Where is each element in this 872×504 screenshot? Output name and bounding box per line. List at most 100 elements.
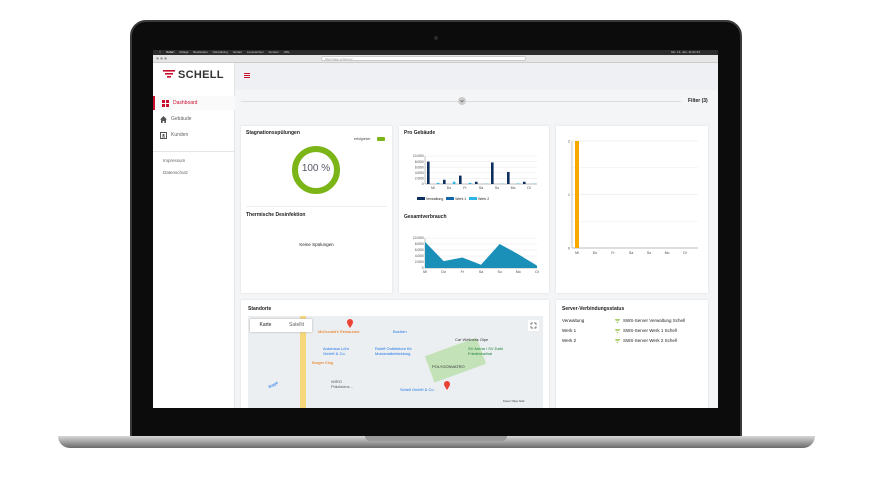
map-label: Car Wellness Olpe xyxy=(455,337,489,342)
bar xyxy=(452,181,456,184)
card-title: Stagnationsspülungen xyxy=(246,130,300,136)
divider xyxy=(246,206,387,207)
y-tick-label: 2.000l xyxy=(415,177,424,181)
server-row-name: Verwaltung xyxy=(562,318,585,323)
tab-satellit[interactable]: Satellit xyxy=(288,322,304,328)
screen:  Safari Ablage Bearbeiten Darstellung V… xyxy=(153,50,718,408)
map-label: McDonald's Restaurant xyxy=(318,329,360,334)
card-consumption: Pro Gebäude 0 2.000l 4.000l 6.000l 8.000l 10.… xyxy=(399,126,549,293)
chart-legend: Verwaltung Werk 1 Werk 2 xyxy=(417,197,489,201)
menu-item[interactable]: Lesezeichen xyxy=(243,50,264,54)
browser-toolbar: https://app.schell.eu/ xyxy=(153,55,718,63)
map-label: SV Arena / SV Dahl Friedrichsthal xyxy=(468,346,503,356)
x-tick-label: Di xyxy=(683,251,687,255)
y-tick-label: 1 xyxy=(568,193,570,197)
x-tick-label: Mi xyxy=(431,186,435,190)
home-icon xyxy=(160,116,167,123)
bar xyxy=(468,182,472,184)
server-row-status: SWS-Server Werk 1 Schell xyxy=(623,328,677,333)
y-tick-label: 8.000l xyxy=(415,242,424,246)
x-tick-label: Fr xyxy=(611,251,615,255)
dashboard-icon xyxy=(162,100,169,107)
card-standorte: Standorte Karte Satellit McDonald's Rest… xyxy=(241,300,549,408)
server-row-status: SWS-Server Verwaltung Schell xyxy=(623,318,686,323)
sidebar-item-gebaeude[interactable]: Gebäude xyxy=(153,112,235,126)
x-tick-label: Do xyxy=(447,186,452,190)
bar xyxy=(427,161,430,184)
map-type-toggle: Karte Satellit xyxy=(250,319,312,332)
x-tick-label: So xyxy=(495,186,499,190)
donut-value: 100 % xyxy=(301,163,331,174)
y-tick-label: 2 xyxy=(568,139,570,143)
apple-icon[interactable]:  xyxy=(159,50,161,54)
laptop-notch xyxy=(365,436,507,441)
bar-chart-flushes: 0 1 2 Mi Do Fr Sa So Mo Di xyxy=(568,139,698,255)
map-label: Roleff Outletstore für Motorradbekleidun… xyxy=(375,346,412,356)
map-pin-icon[interactable] xyxy=(444,381,450,390)
divider xyxy=(153,151,235,152)
card-stagnation: Stagnationsspülungen erfolgreich 100 % T… xyxy=(241,126,392,293)
map-label: WIRO Präzisions... xyxy=(331,379,353,389)
url-bar[interactable]: https://app.schell.eu/ xyxy=(321,56,526,61)
y-tick-label: 4.000l xyxy=(415,171,424,175)
y-tick-label: 6.000l xyxy=(415,248,424,252)
y-tick-label: 2.000l xyxy=(415,260,424,264)
link-impressum[interactable]: Impressum xyxy=(163,158,186,163)
x-tick-label: Do xyxy=(441,270,446,274)
window-controls[interactable] xyxy=(156,57,168,60)
sidebar-item-dashboard[interactable]: Dashboard xyxy=(153,96,235,110)
clock: Mo. 14. Jan. 11:01:44 xyxy=(671,50,700,54)
map-pin-icon[interactable] xyxy=(347,319,353,328)
bar xyxy=(491,162,494,184)
y-tick-label: 0 xyxy=(422,182,424,186)
server-row-status: SWS-Server Werk 2 Schell xyxy=(623,338,677,343)
server-row-name: Werk 1 xyxy=(562,328,577,333)
x-tick-label: Do xyxy=(593,251,598,255)
x-tick-label: So xyxy=(498,270,502,274)
link-datenschutz[interactable]: Datenschutz xyxy=(163,170,189,175)
tab-karte[interactable]: Karte xyxy=(259,322,272,328)
legend-label: erfolgreich xyxy=(354,137,371,141)
menu-item[interactable]: Ablage xyxy=(176,50,188,54)
fullscreen-icon[interactable] xyxy=(528,320,539,331)
menu-item[interactable]: Darstellung xyxy=(209,50,228,54)
y-tick-label: 4.000l xyxy=(415,254,424,258)
menu-item[interactable]: Safari xyxy=(163,50,174,54)
menu-item[interactable]: Fenster xyxy=(265,50,279,54)
legend-swatch xyxy=(377,137,385,141)
x-tick-label: Mo xyxy=(516,270,521,274)
legend-swatch xyxy=(417,197,425,200)
card-title: Thermische Desinfektion xyxy=(246,212,306,218)
x-tick-label: Mi xyxy=(575,251,579,255)
card-title: Standorte xyxy=(248,306,272,312)
y-tick-label: 0 xyxy=(568,246,570,250)
x-tick-label: Fr xyxy=(463,186,467,190)
area-chart-gesamtverbrauch: 0 2.000l 4.000l 6.000l 8.000l 10.000l Mi Do Fr Sa… xyxy=(413,236,539,274)
camera xyxy=(434,36,438,40)
filter-toggle[interactable]: Filter (3) xyxy=(688,98,708,104)
bar xyxy=(516,183,520,184)
x-tick-label: So xyxy=(647,251,651,255)
contact-card-icon xyxy=(160,132,167,139)
menu-item[interactable]: Verlauf xyxy=(229,50,242,54)
schell-logo[interactable]: SCHELL xyxy=(163,69,224,81)
donut-chart xyxy=(292,146,340,194)
hamburger-menu-icon[interactable] xyxy=(244,73,250,78)
x-tick-label: Mo xyxy=(511,186,516,190)
chevron-down-icon[interactable] xyxy=(458,97,466,105)
x-tick-label: Mo xyxy=(665,251,670,255)
x-tick-label: Sa xyxy=(479,186,483,190)
menu-item[interactable]: Hilfe xyxy=(280,50,290,54)
wifi-icon xyxy=(615,338,620,343)
sidebar: SCHELL Dashboard Gebäude Kunden Impressu… xyxy=(153,63,235,408)
sidebar-item-kunden[interactable]: Kunden xyxy=(153,128,235,142)
menu-item[interactable]: Bearbeiten xyxy=(190,50,208,54)
map-label: Autohaus Löhr GmbH & Co. xyxy=(323,346,350,356)
card-title: Server-Verbindungsstatus xyxy=(562,306,625,312)
map[interactable]: Karte Satellit McDonald's Restaurant Buc… xyxy=(248,316,543,408)
os-menubar:  Safari Ablage Bearbeiten Darstellung V… xyxy=(153,50,718,55)
map-label: POLYGONVATRO xyxy=(432,364,465,369)
x-tick-label: Fr xyxy=(461,270,465,274)
x-tick-label: Di xyxy=(527,186,531,190)
